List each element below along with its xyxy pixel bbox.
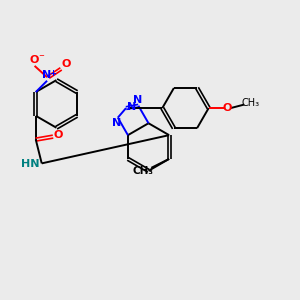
Text: O: O [54,130,63,140]
Text: O: O [223,103,232,113]
Text: CH₃: CH₃ [133,166,154,176]
Text: N: N [133,95,142,105]
Text: O: O [30,55,39,65]
Text: N: N [128,103,136,112]
Text: HN: HN [21,159,40,169]
Text: CH₃: CH₃ [242,98,260,108]
Text: ⁻: ⁻ [38,53,44,63]
Text: +: + [49,68,56,77]
Text: N: N [43,70,52,80]
Text: N: N [112,118,121,128]
Text: O: O [61,59,71,69]
